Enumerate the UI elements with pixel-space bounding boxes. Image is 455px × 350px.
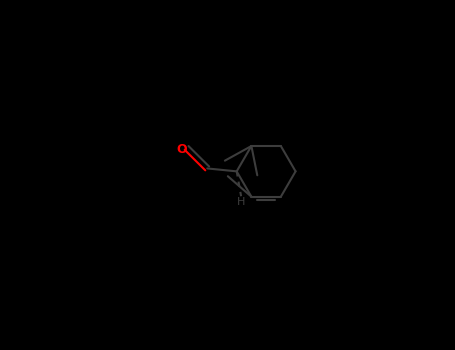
Text: H: H — [237, 197, 245, 206]
Text: O: O — [177, 143, 187, 156]
